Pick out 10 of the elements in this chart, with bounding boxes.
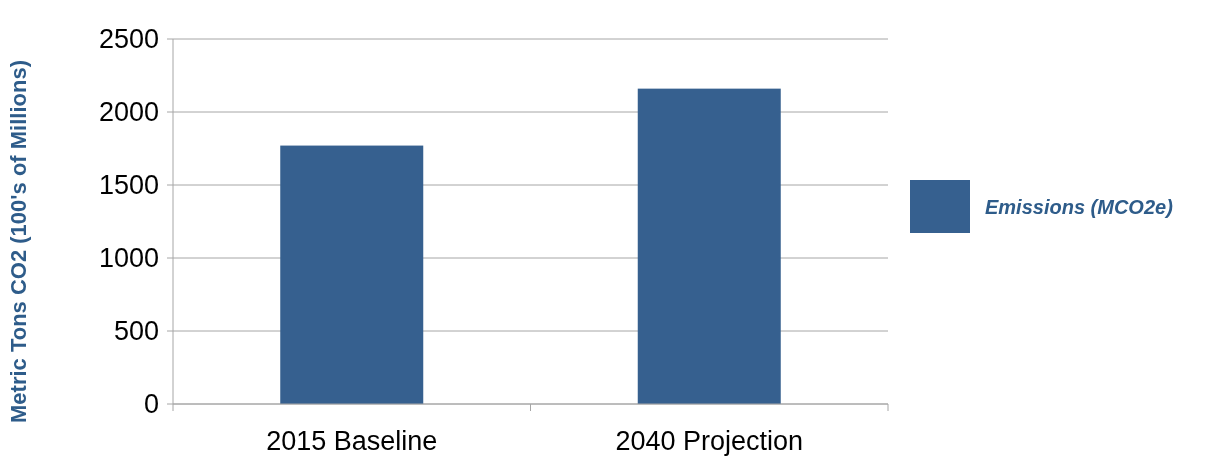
x-tick-label: 2040 Projection [615,426,804,456]
x-tick-label: 2015 Baseline [266,426,438,456]
y-tick-label: 1000 [98,243,159,274]
y-tick-label: 2500 [98,24,159,55]
y-tick-label: 2000 [98,97,159,128]
y-axis-title: Metric Tons CO2 (100's of Millions) [6,60,31,423]
text: Emissions (MCO2e) [985,196,1174,218]
y-tick-label: 1500 [98,170,159,201]
y-tick-label: 500 [113,316,159,347]
y-tick-label: 0 [143,389,159,420]
